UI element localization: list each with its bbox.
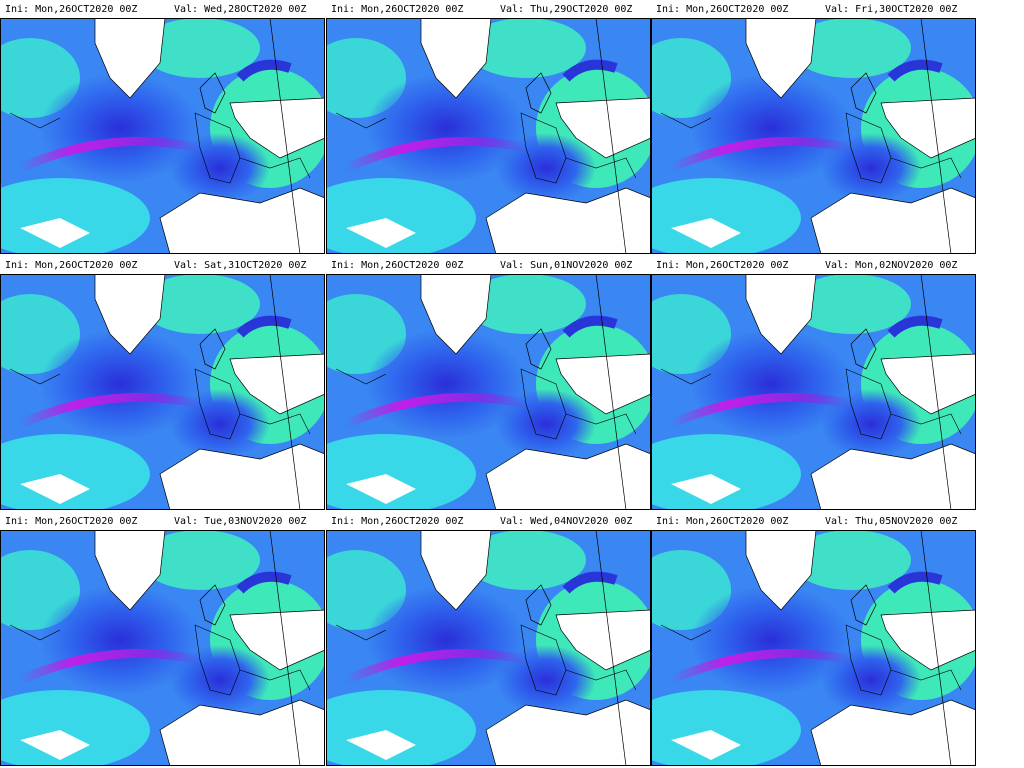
forecast-map (296, 530, 656, 768)
init-time: Ini: Mon,26OCT2020 00Z (331, 4, 463, 15)
init-time: Ini: Mon,26OCT2020 00Z (5, 516, 137, 527)
init-time: Ini: Mon,26OCT2020 00Z (656, 260, 788, 271)
forecast-map (621, 274, 981, 514)
forecast-map (621, 18, 981, 258)
init-time: Ini: Mon,26OCT2020 00Z (5, 260, 137, 271)
forecast-map (296, 18, 656, 258)
map-frame (651, 18, 976, 254)
valid-time: Val: Sat,31OCT2020 00Z (174, 260, 306, 271)
valid-time: Val: Sun,01NOV2020 00Z (500, 260, 632, 271)
valid-time: Val: Wed,04NOV2020 00Z (500, 516, 632, 527)
init-time: Ini: Mon,26OCT2020 00Z (331, 516, 463, 527)
map-frame (651, 274, 976, 510)
map-frame (326, 530, 651, 766)
init-time: Ini: Mon,26OCT2020 00Z (5, 4, 137, 15)
valid-time: Val: Tue,03NOV2020 00Z (174, 516, 306, 527)
valid-time: Val: Mon,02NOV2020 00Z (825, 260, 957, 271)
map-frame (0, 530, 325, 766)
map-frame (326, 18, 651, 254)
map-frame (326, 274, 651, 510)
forecast-map (296, 274, 656, 514)
forecast-map (621, 530, 981, 768)
init-time: Ini: Mon,26OCT2020 00Z (331, 260, 463, 271)
forecast-map (0, 274, 330, 514)
valid-time: Val: Fri,30OCT2020 00Z (825, 4, 957, 15)
forecast-map (0, 530, 330, 768)
forecast-map (0, 18, 330, 258)
valid-time: Val: Thu,29OCT2020 00Z (500, 4, 632, 15)
init-time: Ini: Mon,26OCT2020 00Z (656, 516, 788, 527)
init-time: Ini: Mon,26OCT2020 00Z (656, 4, 788, 15)
map-frame (0, 18, 325, 254)
map-frame (651, 530, 976, 766)
valid-time: Val: Wed,28OCT2020 00Z (174, 4, 306, 15)
valid-time: Val: Thu,05NOV2020 00Z (825, 516, 957, 527)
map-frame (0, 274, 325, 510)
